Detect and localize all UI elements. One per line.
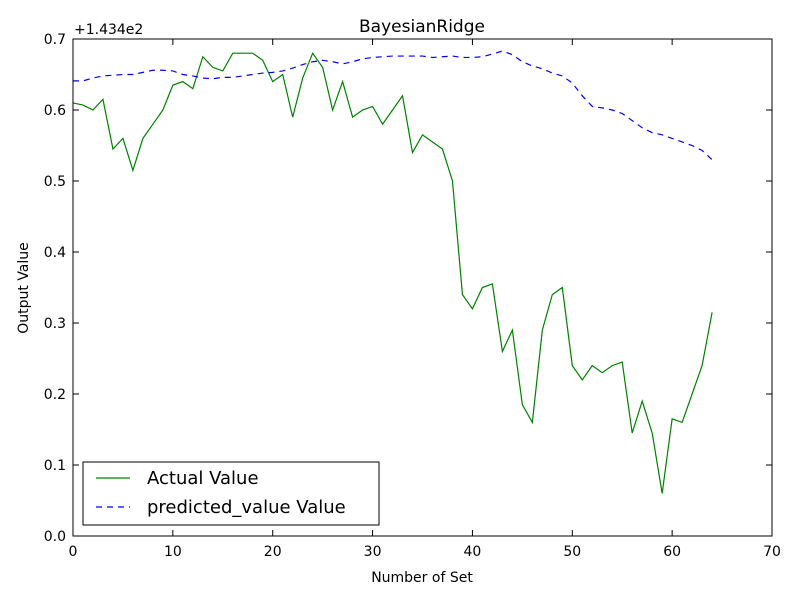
legend-box bbox=[82, 461, 380, 526]
x-axis-label: Number of Set bbox=[371, 570, 473, 586]
chart-title: BayesianRidge bbox=[359, 17, 485, 37]
x-tick-label: 20 bbox=[264, 544, 282, 560]
legend-label-actual: Actual Value bbox=[147, 468, 259, 489]
y-tick-label: 0.2 bbox=[44, 387, 66, 403]
x-tick-label: 60 bbox=[663, 544, 681, 560]
x-tick-label: 50 bbox=[563, 544, 581, 560]
y-axis-label: Output Value bbox=[16, 242, 32, 334]
y-tick-label: 0.7 bbox=[44, 32, 66, 48]
x-tick-label: 0 bbox=[69, 544, 78, 560]
x-tick-label: 30 bbox=[364, 544, 382, 560]
legend-label-predicted: predicted_value Value bbox=[147, 497, 346, 518]
ticks-layer: 0 10 20 30 40 50 60 70 0.0 0.1 0.2 0.3 0.4 0.5 0.6 0.7 bbox=[44, 32, 781, 560]
y-tick-label: 0.3 bbox=[44, 316, 66, 332]
series-layer bbox=[72, 50, 713, 494]
y-tick-label: 0.4 bbox=[44, 245, 66, 261]
x-tick-label: 10 bbox=[164, 544, 182, 560]
y-tick-label: 0.1 bbox=[44, 458, 66, 474]
series-line-predicted bbox=[73, 50, 713, 161]
y-tick-label: 0.5 bbox=[44, 174, 66, 190]
plot-area-frame bbox=[72, 38, 773, 537]
y-tick-label: 0.6 bbox=[44, 103, 66, 119]
y-axis-offset-label: +1.434e2 bbox=[74, 22, 143, 38]
legend: Actual Value predicted_value Value bbox=[82, 461, 380, 526]
x-tick-label: 40 bbox=[464, 544, 482, 560]
y-tick-label: 0.0 bbox=[44, 529, 66, 545]
x-tick-label: 70 bbox=[763, 544, 781, 560]
series-line-actual bbox=[72, 51, 713, 494]
